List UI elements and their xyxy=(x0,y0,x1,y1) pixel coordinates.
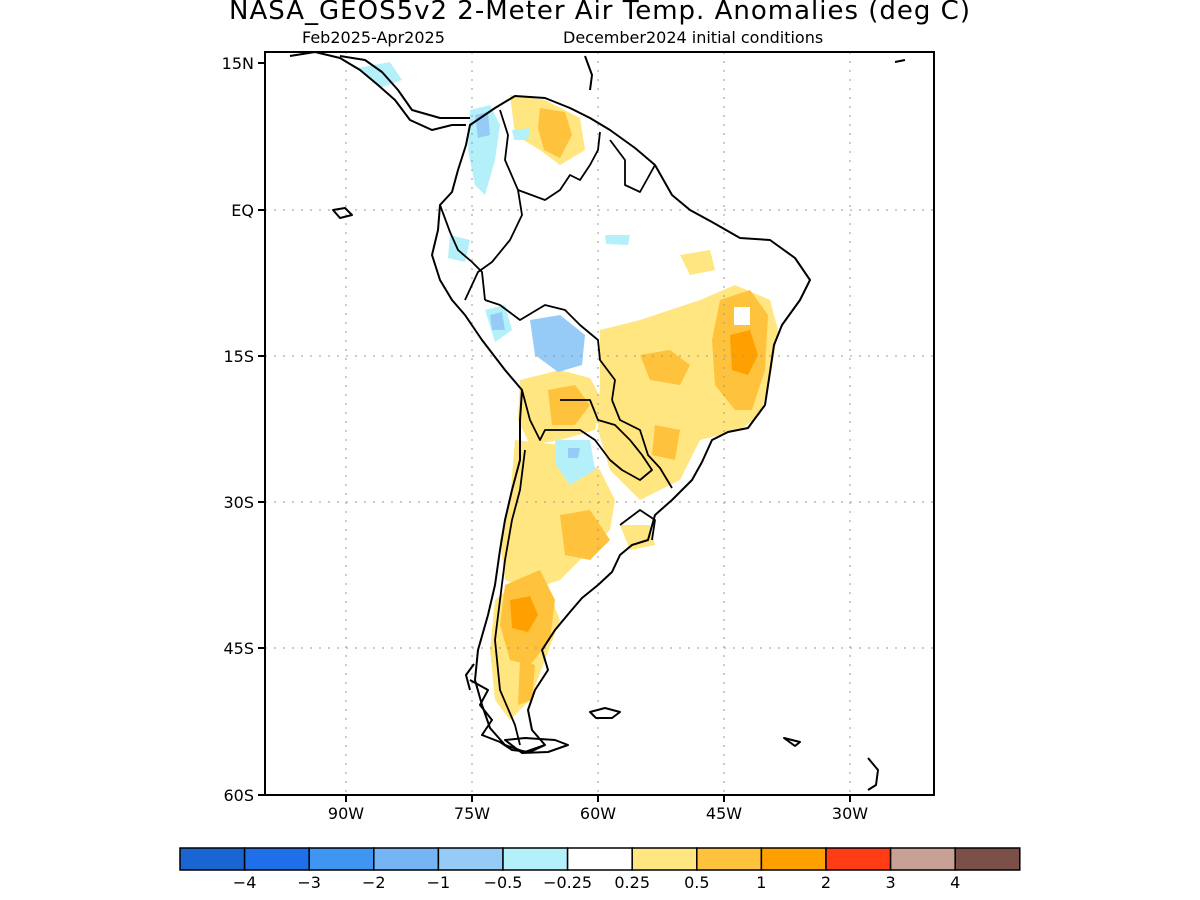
longitude-labels: 90W 75W 60W 45W 30W xyxy=(328,804,868,823)
initial-conditions: December2024 initial conditions xyxy=(563,28,824,47)
lat-label: 45S xyxy=(223,639,254,658)
map-frame xyxy=(264,51,935,796)
legend-label: 0.25 xyxy=(614,873,650,892)
legend-swatch xyxy=(243,847,310,871)
forecast-period: Feb2025-Apr2025 xyxy=(302,28,445,47)
legend-swatch xyxy=(825,847,892,871)
legend-swatch xyxy=(631,847,698,871)
legend-label: −4 xyxy=(233,873,257,892)
legend-labels: −4 −3 −2 −1 −0.5 −0.25 0.25 0.5 1 2 3 4 xyxy=(233,873,960,892)
legend-swatch xyxy=(889,847,956,871)
legend-swatch xyxy=(760,847,827,871)
lat-label: 15S xyxy=(223,347,254,366)
lon-label: 90W xyxy=(328,804,364,823)
coastlines xyxy=(289,52,906,791)
anomaly-hot-regions xyxy=(510,330,758,632)
legend-label: 4 xyxy=(950,873,960,892)
color-legend xyxy=(179,847,1021,871)
axis-ticks xyxy=(258,62,851,802)
legend-swatch xyxy=(954,847,1021,871)
legend-swatch xyxy=(696,847,763,871)
lat-label: 30S xyxy=(223,493,254,512)
legend-label: −3 xyxy=(297,873,321,892)
legend-label: 1 xyxy=(756,873,766,892)
legend-label: −2 xyxy=(362,873,386,892)
legend-swatch xyxy=(373,847,440,871)
map-title: NASA_GEOS5v2 2-Meter Air Temp. Anomalies… xyxy=(229,0,971,26)
legend-swatch xyxy=(566,847,633,871)
legend-label: −0.5 xyxy=(484,873,523,892)
lon-label: 45W xyxy=(706,804,742,823)
legend-swatch xyxy=(437,847,504,871)
legend-label: 0.5 xyxy=(684,873,709,892)
legend-swatch xyxy=(502,847,569,871)
lon-label: 60W xyxy=(580,804,616,823)
legend-label: −0.25 xyxy=(543,873,592,892)
legend-label: −1 xyxy=(427,873,451,892)
lat-label: EQ xyxy=(231,201,254,220)
lat-label: 15N xyxy=(222,54,254,73)
anomaly-warm-regions xyxy=(500,108,768,705)
anomaly-field xyxy=(358,62,778,720)
legend-label: 3 xyxy=(886,873,896,892)
legend-swatch xyxy=(308,847,375,871)
legend-label: 2 xyxy=(821,873,831,892)
latitude-labels: 15N EQ 15S 30S 45S 60S xyxy=(222,54,254,805)
lon-label: 75W xyxy=(454,804,490,823)
lat-label: 60S xyxy=(223,786,254,805)
lon-label: 30W xyxy=(832,804,868,823)
legend-swatch xyxy=(179,847,246,871)
